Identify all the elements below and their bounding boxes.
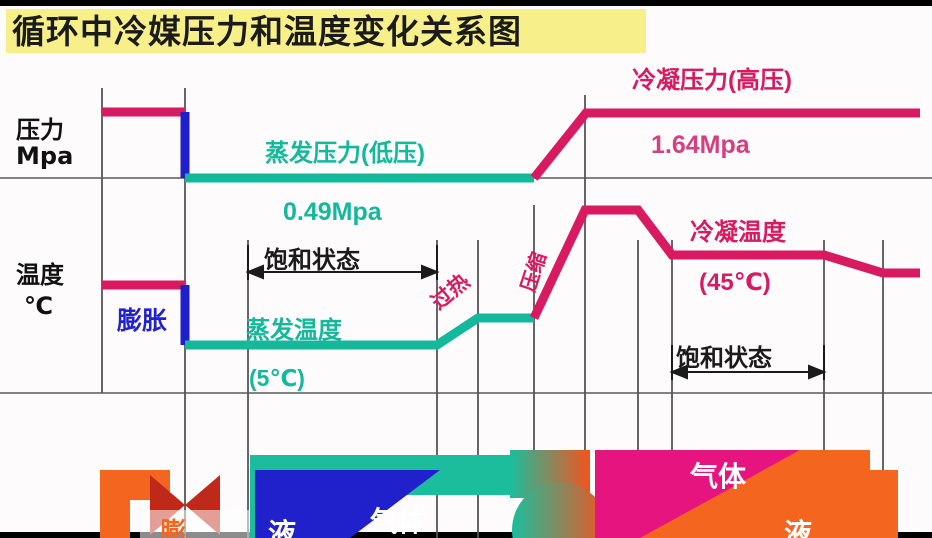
label-cond-temp-value: (45℃)	[699, 269, 771, 296]
label-cond-temp: 冷凝温度	[690, 219, 786, 246]
label-evap-pressure: 蒸发压力(低压)	[265, 140, 425, 167]
label-evap-temp-value: (5℃)	[249, 365, 305, 391]
span-arrow-saturated-left	[245, 245, 440, 280]
axis-label-pressure-line1: 压力	[16, 116, 64, 144]
label-cond-pressure: 冷凝压力(高压)	[632, 67, 792, 94]
schematic-label-liquid-left: 液	[268, 518, 297, 538]
title-highlight	[6, 9, 646, 53]
schematic-label-liquid-right: 液	[784, 518, 813, 538]
axis-label-pressure-line2: Mpa	[16, 142, 74, 170]
curve-compression-pressure	[530, 108, 920, 181]
label-expansion: 膨胀	[117, 307, 168, 335]
letterbox-bottom	[0, 532, 932, 538]
label-evap-temp: 蒸发温度	[246, 317, 342, 344]
label-cond-pressure-value: 1.64Mpa	[651, 131, 750, 159]
axis-label-temperature-line2: ℃	[24, 292, 54, 320]
span-arrow-saturated-right	[669, 345, 827, 380]
letterbox-top	[0, 0, 932, 6]
curve-evap-temp	[185, 313, 534, 350]
schematic-label-expansion-valve: 膨	[160, 517, 187, 538]
page-title: 循环中冷媒压力和温度变化关系图	[12, 12, 522, 51]
label-saturated-left: 饱和状态	[264, 247, 360, 274]
cycle-schematic	[100, 450, 898, 538]
label-evap-pressure-value: 0.49Mpa	[283, 198, 382, 226]
axis-label-temperature-line1: 温度	[16, 261, 64, 289]
schematic-label-gas-right: 气体	[690, 461, 747, 492]
schematic-label-gas-left: 气体	[370, 506, 427, 537]
label-saturated-right: 饱和状态	[676, 345, 772, 372]
curve-cond-temp	[529, 205, 920, 320]
